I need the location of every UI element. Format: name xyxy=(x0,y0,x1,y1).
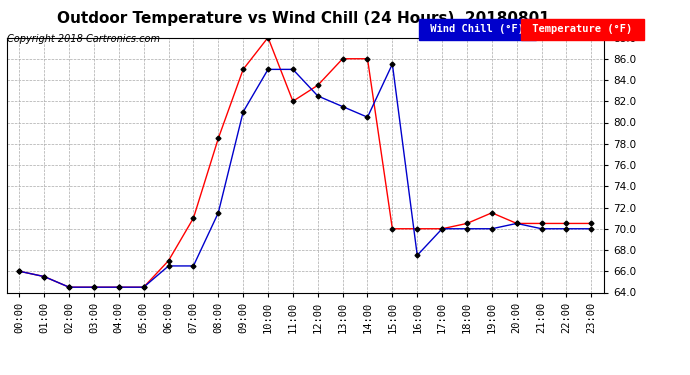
Text: Outdoor Temperature vs Wind Chill (24 Hours)  20180801: Outdoor Temperature vs Wind Chill (24 Ho… xyxy=(57,11,550,26)
Text: Temperature (°F): Temperature (°F) xyxy=(526,24,639,34)
Text: Copyright 2018 Cartronics.com: Copyright 2018 Cartronics.com xyxy=(7,34,160,44)
Text: Wind Chill (°F): Wind Chill (°F) xyxy=(424,24,531,34)
